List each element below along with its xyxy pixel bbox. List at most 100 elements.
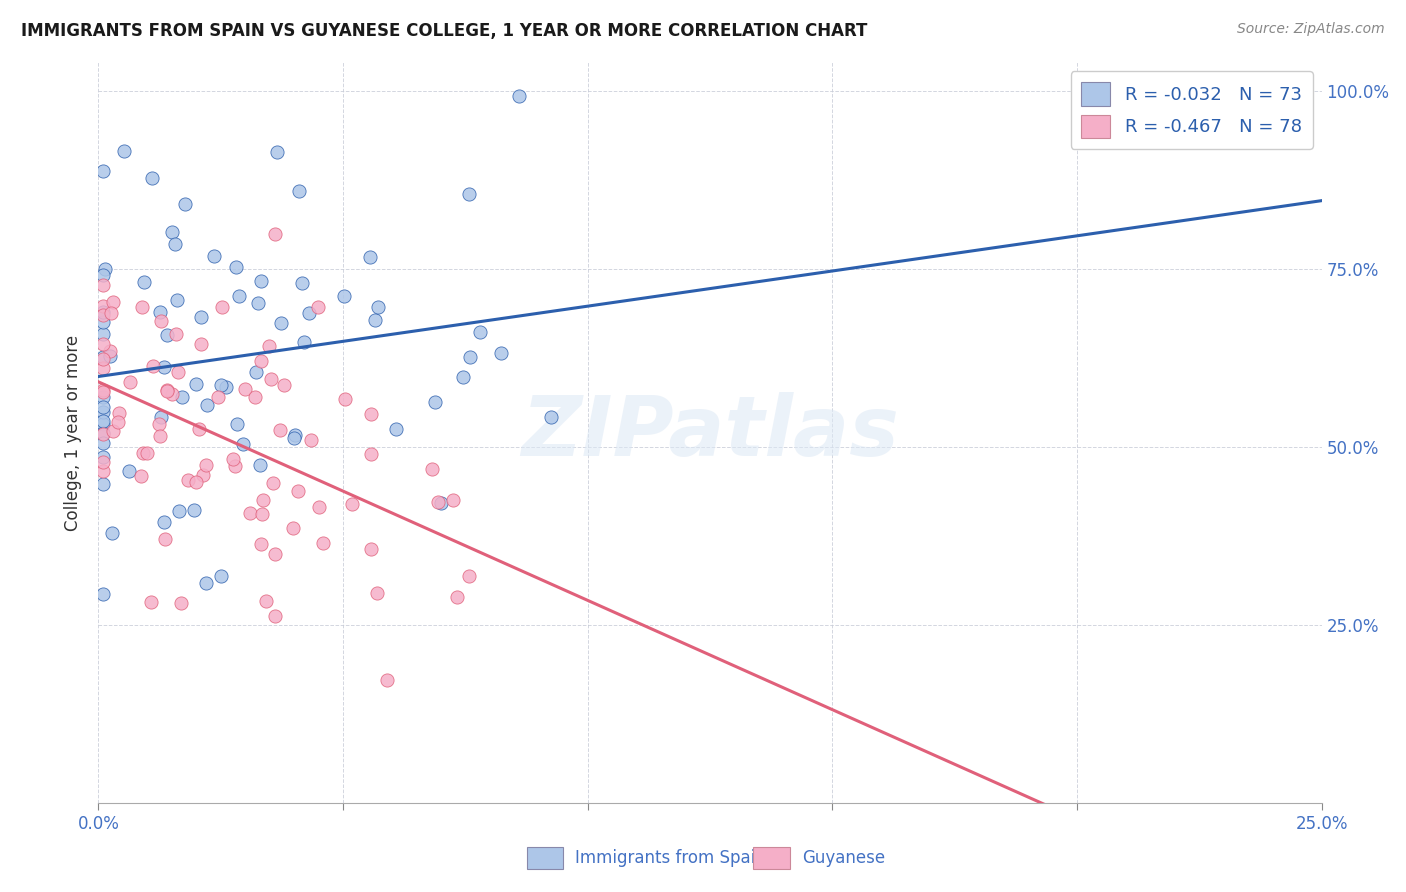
Point xyxy=(150,409,173,424)
Point xyxy=(156,383,179,397)
Point xyxy=(288,184,311,198)
Point xyxy=(364,313,387,327)
Point xyxy=(335,392,357,407)
Point xyxy=(508,89,530,103)
Point xyxy=(264,547,287,561)
Point xyxy=(194,458,217,472)
Point xyxy=(174,196,197,211)
Point xyxy=(246,296,269,310)
Point xyxy=(429,496,451,510)
Point xyxy=(129,468,152,483)
Point xyxy=(149,314,172,328)
Point xyxy=(153,359,176,374)
Point xyxy=(91,425,114,440)
Point xyxy=(360,407,382,421)
Point xyxy=(139,595,162,609)
Point xyxy=(308,500,330,514)
Point xyxy=(155,327,177,342)
Point xyxy=(94,262,117,277)
Point xyxy=(91,268,114,283)
Point xyxy=(190,337,212,351)
Point xyxy=(91,455,114,469)
Point xyxy=(91,436,114,450)
Point xyxy=(281,521,304,535)
Point xyxy=(166,365,188,379)
Point xyxy=(100,306,122,320)
Point xyxy=(132,276,155,290)
Point xyxy=(149,429,172,443)
Point xyxy=(292,334,315,349)
Point xyxy=(100,526,122,541)
Point xyxy=(333,289,356,303)
Point xyxy=(360,541,382,556)
Point xyxy=(91,327,114,342)
Point xyxy=(91,163,114,178)
Point xyxy=(167,504,190,518)
Point xyxy=(131,300,153,314)
Point xyxy=(307,300,329,314)
Point xyxy=(148,417,170,431)
Point xyxy=(420,462,443,476)
Point xyxy=(284,427,307,442)
Point xyxy=(103,295,125,310)
Point xyxy=(239,506,262,520)
Point xyxy=(287,484,309,499)
Point xyxy=(91,414,114,428)
Point xyxy=(91,304,114,318)
Point xyxy=(166,293,188,308)
Point xyxy=(165,236,187,251)
Point xyxy=(273,378,295,392)
Point xyxy=(441,493,464,508)
Point xyxy=(540,410,562,425)
Point xyxy=(184,475,207,489)
Point xyxy=(120,376,142,390)
Point xyxy=(183,503,205,517)
Point xyxy=(311,536,333,550)
Point xyxy=(207,390,229,404)
Point xyxy=(98,349,121,363)
Point xyxy=(190,310,212,325)
Legend: R = -0.032   N = 73, R = -0.467   N = 78: R = -0.032 N = 73, R = -0.467 N = 78 xyxy=(1070,71,1313,149)
Point xyxy=(446,591,468,605)
Point xyxy=(165,326,187,341)
Point xyxy=(250,507,273,521)
Point xyxy=(155,532,177,546)
Point xyxy=(209,569,232,583)
Point xyxy=(250,274,273,288)
Point xyxy=(91,587,114,601)
Point xyxy=(195,398,218,412)
Point xyxy=(426,494,449,508)
Point xyxy=(136,446,159,460)
Point xyxy=(269,423,291,437)
Point xyxy=(340,497,363,511)
Point xyxy=(250,354,273,368)
Point xyxy=(291,276,314,290)
Point xyxy=(367,300,389,314)
Point xyxy=(260,372,283,386)
Point xyxy=(177,473,200,487)
Point xyxy=(112,144,135,158)
Point xyxy=(98,343,121,358)
Point xyxy=(91,350,114,364)
Point xyxy=(91,426,114,441)
Text: Guyanese: Guyanese xyxy=(801,849,884,867)
Point xyxy=(254,594,277,608)
Point xyxy=(91,417,114,431)
Point xyxy=(211,300,233,314)
Point xyxy=(142,359,165,374)
Point xyxy=(264,609,287,624)
Point xyxy=(91,351,114,366)
Point xyxy=(195,575,218,590)
Point xyxy=(91,464,114,478)
Point xyxy=(214,380,236,394)
Point xyxy=(101,424,124,438)
Point xyxy=(149,305,172,319)
Text: IMMIGRANTS FROM SPAIN VS GUYANESE COLLEGE, 1 YEAR OR MORE CORRELATION CHART: IMMIGRANTS FROM SPAIN VS GUYANESE COLLEG… xyxy=(21,22,868,40)
Point xyxy=(184,377,207,392)
Point xyxy=(249,458,271,472)
Point xyxy=(245,365,267,379)
Point xyxy=(299,433,322,447)
Point xyxy=(250,537,273,551)
Point xyxy=(191,467,214,482)
Point xyxy=(91,308,114,322)
